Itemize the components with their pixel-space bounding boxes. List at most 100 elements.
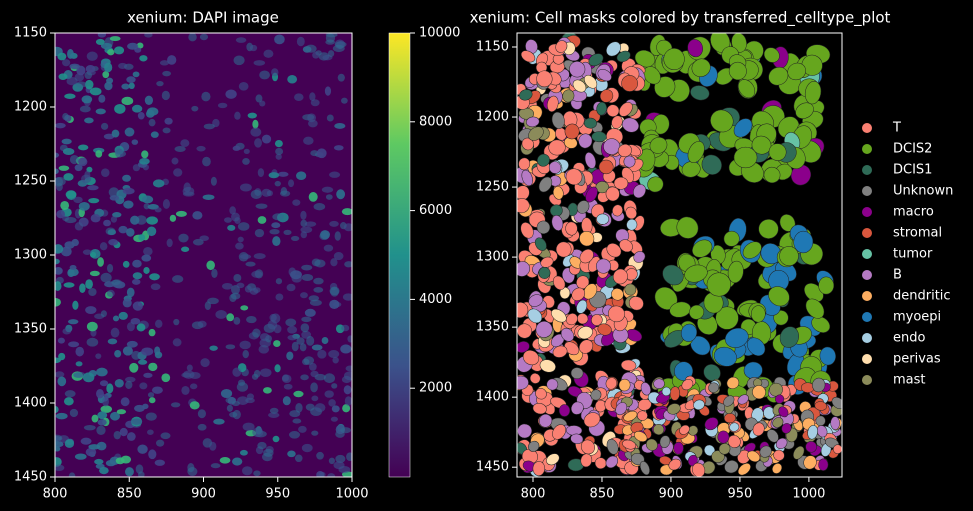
nucleus [154, 319, 163, 328]
cell-mask [793, 446, 805, 460]
nucleus [287, 325, 298, 334]
cell-mask [704, 417, 719, 431]
cell-mask [758, 219, 779, 239]
nucleus [74, 164, 83, 172]
nucleus [290, 235, 300, 241]
cell-mask [684, 264, 708, 283]
nucleus [329, 171, 341, 178]
nucleus [286, 283, 296, 292]
nucleus [253, 470, 261, 477]
nucleus [283, 229, 292, 235]
nucleus [206, 260, 215, 271]
cell-mask [647, 176, 664, 193]
nucleus [210, 463, 221, 469]
cell-mask [559, 286, 571, 300]
legend-label: macro [893, 205, 934, 220]
nucleus [294, 93, 304, 102]
nucleus [122, 187, 135, 195]
cell-mask [517, 423, 533, 439]
nucleus [259, 70, 270, 80]
cell-mask [528, 294, 544, 307]
nucleus [114, 103, 126, 114]
nucleus [304, 221, 317, 227]
nucleus [325, 194, 333, 200]
nucleus [107, 338, 118, 345]
nucleus [61, 138, 72, 145]
nucleus [84, 79, 94, 90]
cell-mask [570, 367, 584, 380]
nucleus [82, 249, 92, 255]
nucleus [197, 423, 207, 431]
nucleus [197, 409, 206, 419]
nucleus [263, 49, 274, 58]
nucleus [310, 99, 320, 107]
nucleus [275, 293, 284, 301]
nucleus [161, 373, 171, 383]
cell-mask [538, 266, 551, 279]
legend-label: DCIS2 [893, 142, 932, 157]
nucleus [268, 172, 280, 179]
nucleus [188, 33, 197, 42]
nucleus [58, 352, 66, 361]
axes-frame [54, 32, 353, 478]
nucleus [263, 387, 272, 394]
nucleus [146, 216, 158, 225]
nucleus [271, 222, 281, 229]
cell-mask [766, 429, 779, 443]
cell-mask [535, 388, 547, 400]
nucleus [103, 133, 115, 140]
nucleus [63, 173, 74, 181]
nucleus [233, 55, 245, 66]
nucleus [106, 289, 115, 298]
nucleus [255, 203, 268, 209]
nucleus [203, 123, 215, 130]
cell-mask [618, 102, 633, 117]
y-tick-label: 1150 [476, 40, 509, 55]
nucleus [73, 196, 83, 204]
nucleus [135, 464, 144, 474]
nucleus [220, 388, 233, 399]
cell-mask [779, 246, 799, 266]
nucleus [143, 203, 150, 210]
legend-label: T [892, 121, 901, 136]
cell-mask [787, 62, 806, 81]
nucleus [271, 68, 279, 77]
nucleus [311, 430, 319, 436]
nucleus [66, 77, 78, 86]
nucleus [55, 122, 66, 129]
nucleus [301, 443, 313, 453]
nucleus [202, 156, 211, 167]
nucleus [104, 62, 113, 73]
nucleus [69, 264, 77, 271]
cell-mask [577, 326, 593, 340]
cell-mask [583, 283, 598, 300]
title: xenium: DAPI image [127, 9, 279, 27]
nucleus [346, 452, 352, 462]
nucleus [341, 324, 350, 332]
cell-mask [723, 395, 735, 407]
nucleus [95, 108, 106, 115]
nucleus [85, 306, 97, 314]
cell-mask [687, 454, 698, 467]
nucleus [115, 457, 125, 465]
nucleus [239, 340, 251, 350]
cell-mask [620, 359, 637, 371]
nucleus [154, 351, 163, 359]
cell-mask [768, 143, 787, 161]
nucleus [311, 258, 321, 267]
nucleus [151, 386, 163, 394]
legend-marker [862, 249, 872, 259]
nucleus [101, 168, 110, 177]
nucleus [341, 375, 352, 384]
nucleus [325, 33, 338, 38]
cell-mask [606, 41, 621, 57]
cell-mask [598, 159, 614, 175]
nucleus [100, 122, 109, 130]
cell-mask [680, 323, 698, 342]
y-tick-label: 1200 [14, 100, 47, 115]
nucleus [309, 299, 322, 306]
nucleus [253, 60, 266, 66]
nucleus [260, 368, 272, 377]
nucleus [82, 372, 95, 383]
nucleus [266, 190, 273, 197]
